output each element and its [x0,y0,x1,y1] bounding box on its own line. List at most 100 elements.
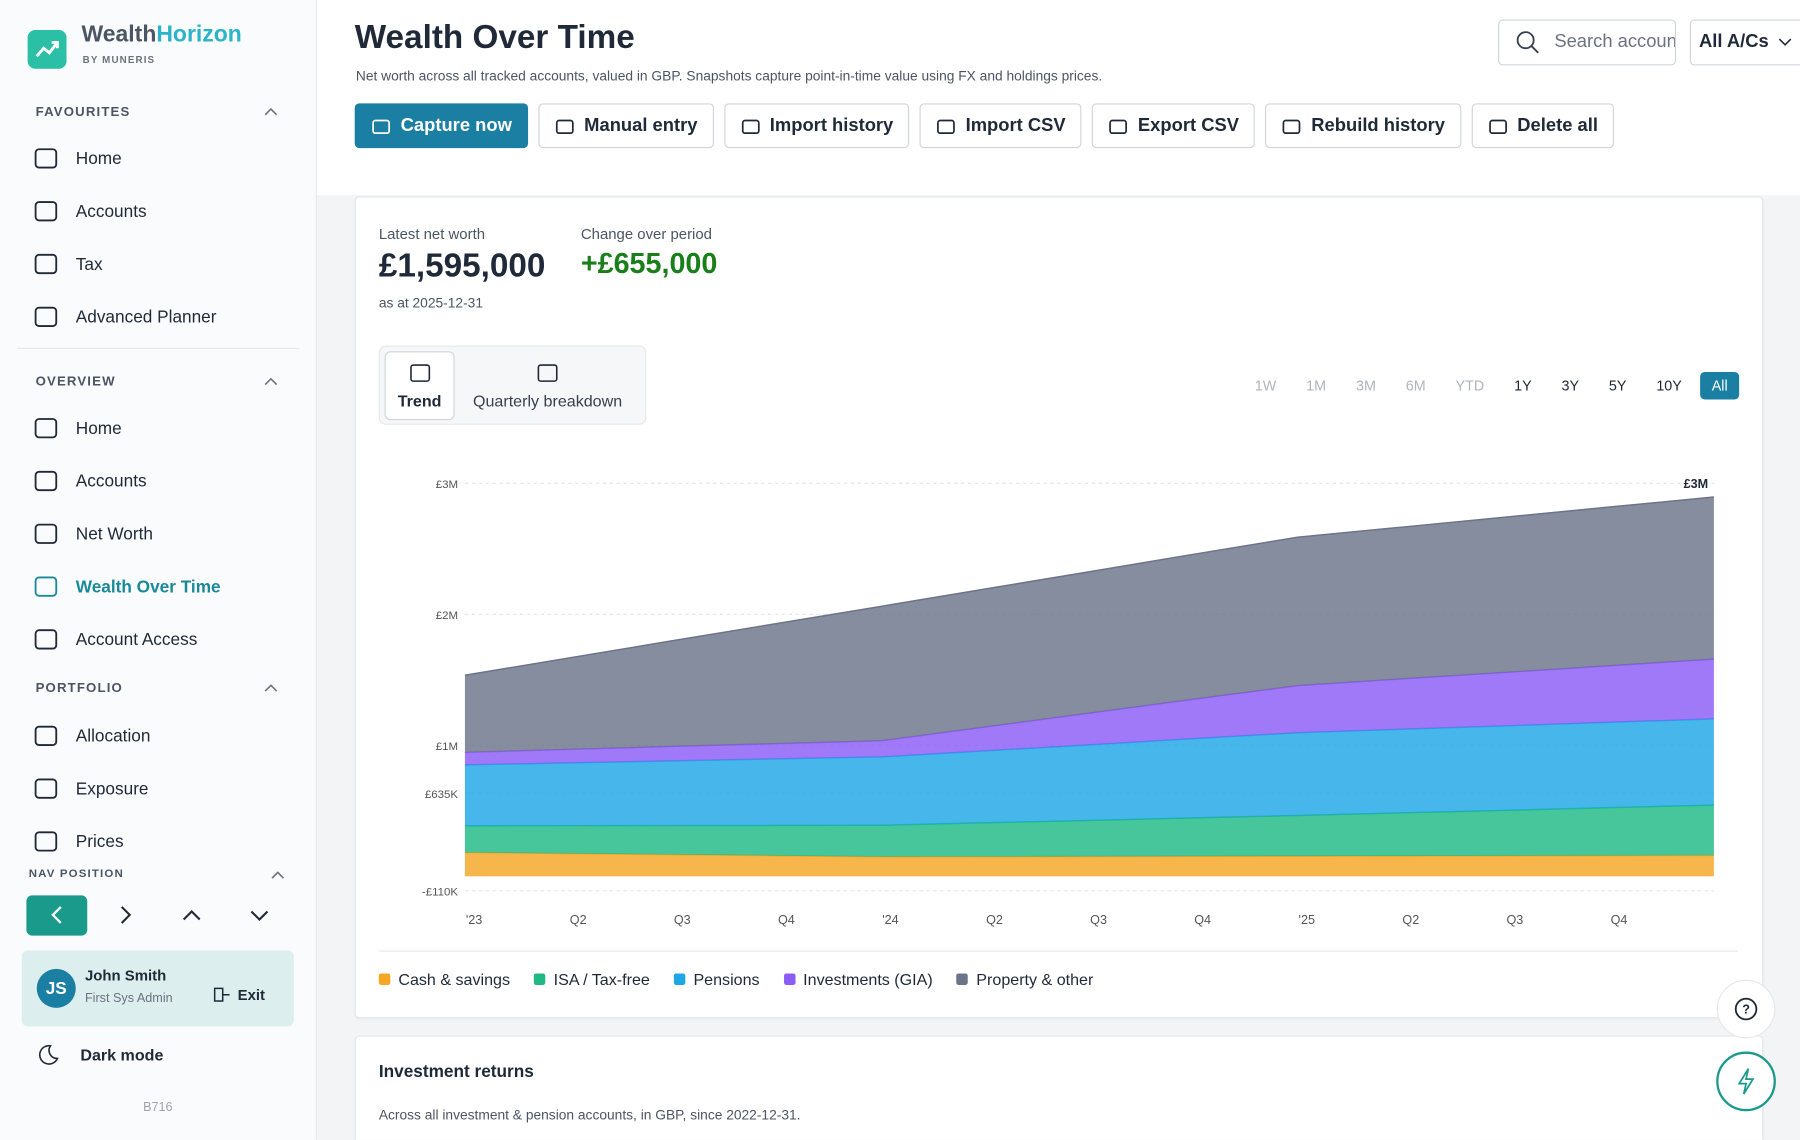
legend-label: Investments (GIA) [803,970,933,989]
y-tick-label: £2M [436,610,458,622]
toolbar-button[interactable]: Import history [723,103,910,149]
nav-item[interactable]: Allocation [33,723,150,748]
icon-shape [537,363,558,382]
nav-icon [34,576,58,597]
search-icon [1516,31,1539,54]
brand-name-a: Wealth [81,21,157,48]
exit-label: Exit [237,986,265,1004]
tab-label: Trend [397,390,442,410]
nav-icon [34,629,58,650]
toolbar-button[interactable]: Delete all [1471,103,1615,149]
nav-icon [34,201,58,222]
icon-shape [34,523,58,544]
button-label: Manual entry [584,115,698,135]
chevron [1778,38,1792,46]
svg-text:?: ? [1742,1003,1750,1017]
button-label: Capture now [400,115,512,135]
tab-icon [537,363,558,382]
returns-card: Investment returns Across all investment… [354,1035,1764,1140]
legend-label: ISA / Tax-free [553,970,650,989]
x-tick-label: '24 [882,913,898,927]
toolbar-button[interactable]: Rebuild history [1265,103,1462,149]
build-label: B716 [143,1100,173,1115]
icon-shape [372,119,391,134]
button-icon [741,119,760,134]
range-button: YTD [1455,377,1485,394]
account-select[interactable]: All A/Cs [1689,19,1800,66]
icon-shape [937,119,955,134]
nav-item[interactable]: Accounts [33,468,147,493]
range-button[interactable]: 3Y [1561,377,1580,394]
nav-item[interactable]: Prices [33,829,124,854]
nav-item[interactable]: Tax [33,251,103,276]
view-tab[interactable]: Quarterly breakdown [456,351,640,420]
nav-left[interactable] [26,895,88,936]
nav-icon [34,306,58,327]
nav-label: Home [75,418,122,438]
nav-label: Home [75,148,122,169]
icon-shape [34,629,58,650]
icon-shape [34,778,58,799]
button-icon [1488,119,1507,134]
nav-item[interactable]: Net Worth [33,521,153,546]
as-at: as at 2025-12-31 [378,295,483,312]
nav-right[interactable] [120,906,132,924]
nav-item[interactable]: Accounts [33,199,147,224]
legend-label: Pensions [693,970,760,989]
help-button[interactable] [1716,979,1776,1039]
nav-icon [34,253,58,275]
button-icon [372,119,391,134]
x-tick-label: Q2 [1402,913,1419,927]
dark-mode-label: Dark mode [80,1045,164,1064]
nav-icon [34,831,58,852]
legend-divider [378,950,1739,952]
nav-down[interactable] [250,910,269,921]
toolbar-button[interactable]: Import CSV [919,103,1082,149]
legend-item[interactable]: Cash & savings [378,970,510,988]
nav-label: Advanced Planner [75,307,217,327]
nav-item[interactable]: Home [33,416,122,441]
x-tick-label: Q4 [778,913,795,927]
search-placeholder: Search accounts [1554,32,1677,52]
nav-label: Wealth Over Time [75,576,221,597]
nav-label: Allocation [75,726,151,746]
section-title: PORTFOLIO [35,681,123,696]
range-button: 1W [1254,377,1277,394]
range-button[interactable]: 10Y [1656,377,1682,394]
range-button[interactable]: 5Y [1608,377,1627,394]
nav-item[interactable]: Account Access [33,627,197,652]
section-toggle[interactable] [263,682,279,693]
toolbar-button[interactable]: Export CSV [1092,103,1256,149]
nav-label: Accounts [75,471,147,491]
latest-label: Latest net worth [378,224,486,243]
legend-item[interactable]: Property & other [956,970,1093,988]
nav-item[interactable]: Advanced Planner [33,304,216,329]
legend-item[interactable]: Pensions [673,970,760,989]
legend-item[interactable]: ISA / Tax-free [534,970,650,988]
nav-item[interactable]: Wealth Over Time [33,574,221,599]
toolbar-button[interactable]: Manual entry [538,103,714,149]
range-button[interactable]: 1Y [1514,377,1532,394]
exit-button[interactable]: Exit [213,986,265,1004]
assistant-button[interactable] [1716,1051,1776,1112]
range-button[interactable]: All [1700,371,1740,400]
view-tab[interactable]: Trend [384,351,455,421]
nav-item[interactable]: Exposure [33,776,149,801]
x-tick-label: '23 [466,913,482,927]
search-box[interactable]: Search accounts [1498,19,1677,66]
brand-name-b: Horizon [156,21,242,48]
user-name: John Smith [84,966,167,984]
section-toggle[interactable] [263,375,279,386]
legend-item[interactable]: Investments (GIA) [783,970,933,989]
nav-up[interactable] [182,910,201,921]
nav-item[interactable]: Home [33,146,122,171]
dark-mode-toggle[interactable]: Dark mode [38,1043,164,1065]
y-tick-label: -£110K [422,886,458,898]
x-tick-label: Q3 [1090,913,1107,927]
icon-shape [34,470,58,492]
button-icon [1109,119,1128,134]
x-tick-label: Q4 [1194,913,1211,927]
section-toggle[interactable] [263,106,279,117]
toolbar-button[interactable]: Capture now [354,103,528,149]
